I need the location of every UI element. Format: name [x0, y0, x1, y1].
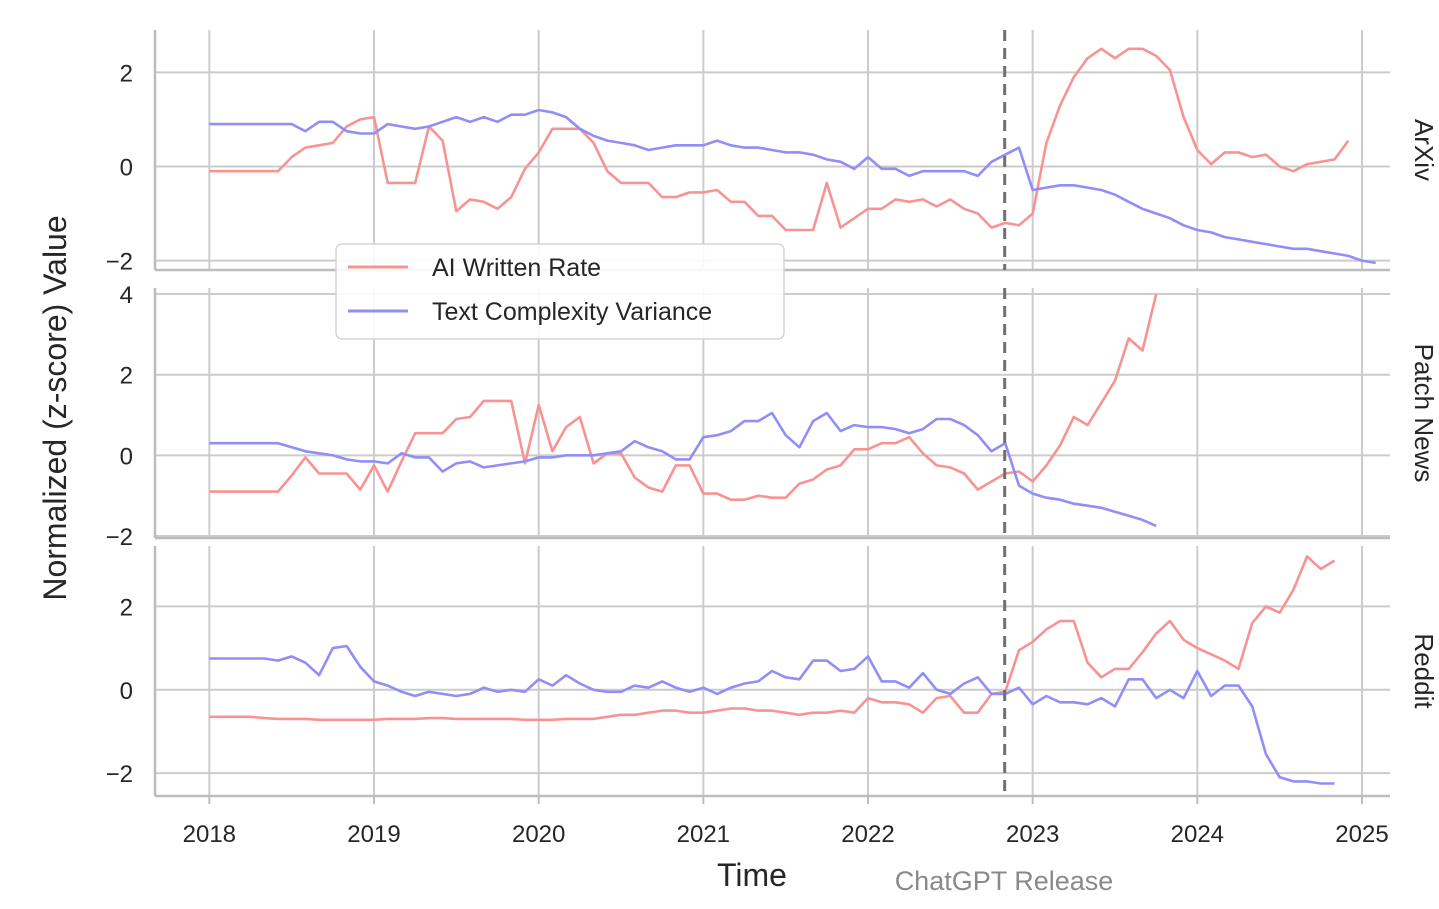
y-tick-label: 0 — [120, 443, 133, 470]
text-complexity-variance-line — [209, 644, 1335, 785]
ai-written-rate-line — [209, 47, 1350, 232]
y-tick-label: 2 — [120, 60, 133, 87]
x-tick-label: 2024 — [1171, 821, 1224, 848]
ai-written-rate-line — [209, 555, 1336, 722]
x-tick-label: 2025 — [1335, 821, 1388, 848]
panel-arxiv: 2 0 −2 ArXiv — [106, 30, 1439, 276]
x-tick-label: 2022 — [841, 821, 894, 848]
x-tick-label: 2019 — [347, 821, 400, 848]
y-tick-label: 2 — [120, 363, 133, 390]
legend-label-tcv: Text Complexity Variance — [432, 298, 712, 326]
facet-label: Reddit — [1409, 633, 1439, 709]
legend-label-ai: AI Written Rate — [432, 254, 601, 282]
text-complexity-variance-line — [209, 108, 1376, 265]
panel-reddit: 2 0 −2 Reddit — [106, 546, 1439, 798]
y-tick-label: 0 — [120, 678, 133, 705]
text-complexity-variance-line — [209, 411, 1157, 528]
x-axis-title: Time — [717, 857, 787, 893]
x-tick-label: 2021 — [677, 821, 730, 848]
y-tick-label: −2 — [106, 524, 133, 551]
facet-label: Patch News — [1409, 344, 1439, 483]
x-tick-label: 2018 — [183, 821, 236, 848]
y-tick-label: 0 — [120, 154, 133, 181]
legend: AI Written Rate Text Complexity Variance — [335, 243, 785, 340]
y-tick-label: −2 — [106, 249, 133, 276]
y-tick-label: 4 — [120, 282, 133, 309]
y-axis-title: Normalized (z-score) Value — [37, 215, 73, 600]
x-tick-label: 2020 — [512, 821, 565, 848]
ai-written-rate-line — [209, 293, 1158, 502]
x-tick-label: 2023 — [1006, 821, 1059, 848]
y-tick-label: 2 — [120, 594, 133, 621]
facet-label: ArXiv — [1409, 119, 1439, 181]
y-tick-label: −2 — [106, 761, 133, 788]
legend-box — [335, 243, 785, 340]
chatgpt-release-label: ChatGPT Release — [895, 866, 1114, 896]
